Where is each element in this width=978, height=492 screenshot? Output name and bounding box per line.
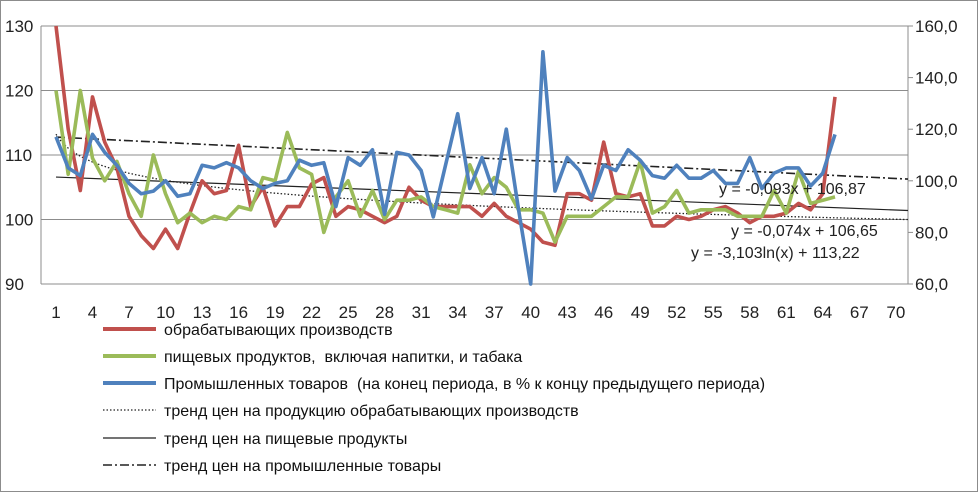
x-tick-14: 43 bbox=[558, 303, 577, 322]
x-tick-5: 16 bbox=[229, 303, 248, 322]
series-food bbox=[54, 88, 836, 244]
x-tick-18: 55 bbox=[704, 303, 723, 322]
y-right-tick-2: 100,0 bbox=[915, 172, 958, 191]
y-left-axis: 90 100 110 120 130 bbox=[5, 17, 33, 294]
x-tick-8: 25 bbox=[339, 303, 358, 322]
x-tick-21: 64 bbox=[813, 303, 832, 322]
legend-item-industrial-trend: тренд цен на промышленные товары bbox=[103, 458, 441, 475]
y-left-tick-0: 90 bbox=[5, 275, 24, 294]
y-right-tick-4: 140,0 bbox=[915, 69, 958, 88]
y-left-tick-3: 120 bbox=[5, 82, 33, 101]
trend-equations: y = -0,093x + 106,87 y = -0,074x + 106,6… bbox=[691, 181, 878, 262]
x-tick-1: 4 bbox=[88, 303, 97, 322]
legend-item-food-trend: тренд цен на пищевые продукты bbox=[103, 431, 407, 448]
x-tick-0: 1 bbox=[51, 303, 60, 322]
x-tick-16: 49 bbox=[631, 303, 650, 322]
x-tick-11: 34 bbox=[448, 303, 467, 322]
series-industrial bbox=[54, 49, 837, 286]
y-right-tick-1: 80,0 bbox=[915, 223, 948, 242]
legend-label-food: пищевых продуктов, включая напитки, и та… bbox=[164, 349, 522, 366]
y-left-tick-1: 100 bbox=[5, 211, 33, 230]
x-tick-10: 31 bbox=[412, 303, 431, 322]
x-tick-3: 10 bbox=[156, 303, 175, 322]
x-tick-19: 58 bbox=[740, 303, 759, 322]
equation-food-trend: y = -0,074x + 106,65 bbox=[731, 223, 878, 240]
legend-item-manufacturing: обрабатывающих производств bbox=[103, 322, 393, 339]
series-manufacturing bbox=[54, 25, 837, 251]
equation-manufacturing-trend: y = -3,103ln(x) + 113,22 bbox=[691, 245, 860, 262]
x-tick-15: 46 bbox=[594, 303, 613, 322]
legend-item-industrial: Промышленных товаров (на конец периода, … bbox=[103, 376, 765, 393]
legend-item-food: пищевых продуктов, включая напитки, и та… bbox=[103, 349, 522, 366]
x-tick-4: 13 bbox=[193, 303, 212, 322]
legend-label-manufacturing: обрабатывающих производств bbox=[164, 322, 393, 339]
y-right-tick-0: 60,0 bbox=[915, 275, 948, 294]
x-tick-6: 19 bbox=[266, 303, 285, 322]
x-tick-22: 67 bbox=[850, 303, 869, 322]
x-axis: 1 4 7 10 13 16 19 22 25 28 31 34 37 40 43 46 49 52 55 58 61 6… bbox=[51, 303, 905, 322]
y-left-tick-2: 110 bbox=[5, 146, 32, 165]
legend-label-food-trend: тренд цен на пищевые продукты bbox=[164, 431, 407, 448]
y-left-tick-4: 130 bbox=[5, 17, 33, 36]
grid bbox=[40, 25, 909, 285]
equation-industrial-trend: y = -0,093x + 106,87 bbox=[719, 181, 866, 198]
x-tick-12: 37 bbox=[485, 303, 504, 322]
legend-label-manufacturing-trend: тренд цен на продукцию обрабатывающих пр… bbox=[164, 403, 579, 420]
series-lines bbox=[54, 25, 837, 286]
legend-label-industrial: Промышленных товаров (на конец периода, … bbox=[164, 376, 765, 393]
x-tick-17: 52 bbox=[667, 303, 686, 322]
legend-item-manufacturing-trend: тренд цен на продукцию обрабатывающих пр… bbox=[103, 403, 579, 420]
trend-manufacturing bbox=[55, 133, 908, 221]
x-tick-2: 7 bbox=[124, 303, 133, 322]
trendlines bbox=[55, 133, 909, 221]
x-tick-9: 28 bbox=[375, 303, 394, 322]
x-tick-13: 40 bbox=[521, 303, 540, 322]
x-tick-23: 70 bbox=[886, 303, 905, 322]
y-right-tick-5: 160,0 bbox=[915, 17, 958, 36]
legend: обрабатывающих производств пищевых проду… bbox=[103, 322, 765, 475]
y-right-tick-3: 120,0 bbox=[915, 120, 958, 139]
y-right-axis: 60,0 80,0 100,0 120,0 140,0 160,0 bbox=[908, 17, 958, 294]
x-tick-7: 22 bbox=[302, 303, 321, 322]
legend-label-industrial-trend: тренд цен на промышленные товары bbox=[164, 458, 441, 475]
x-tick-20: 61 bbox=[777, 303, 796, 322]
